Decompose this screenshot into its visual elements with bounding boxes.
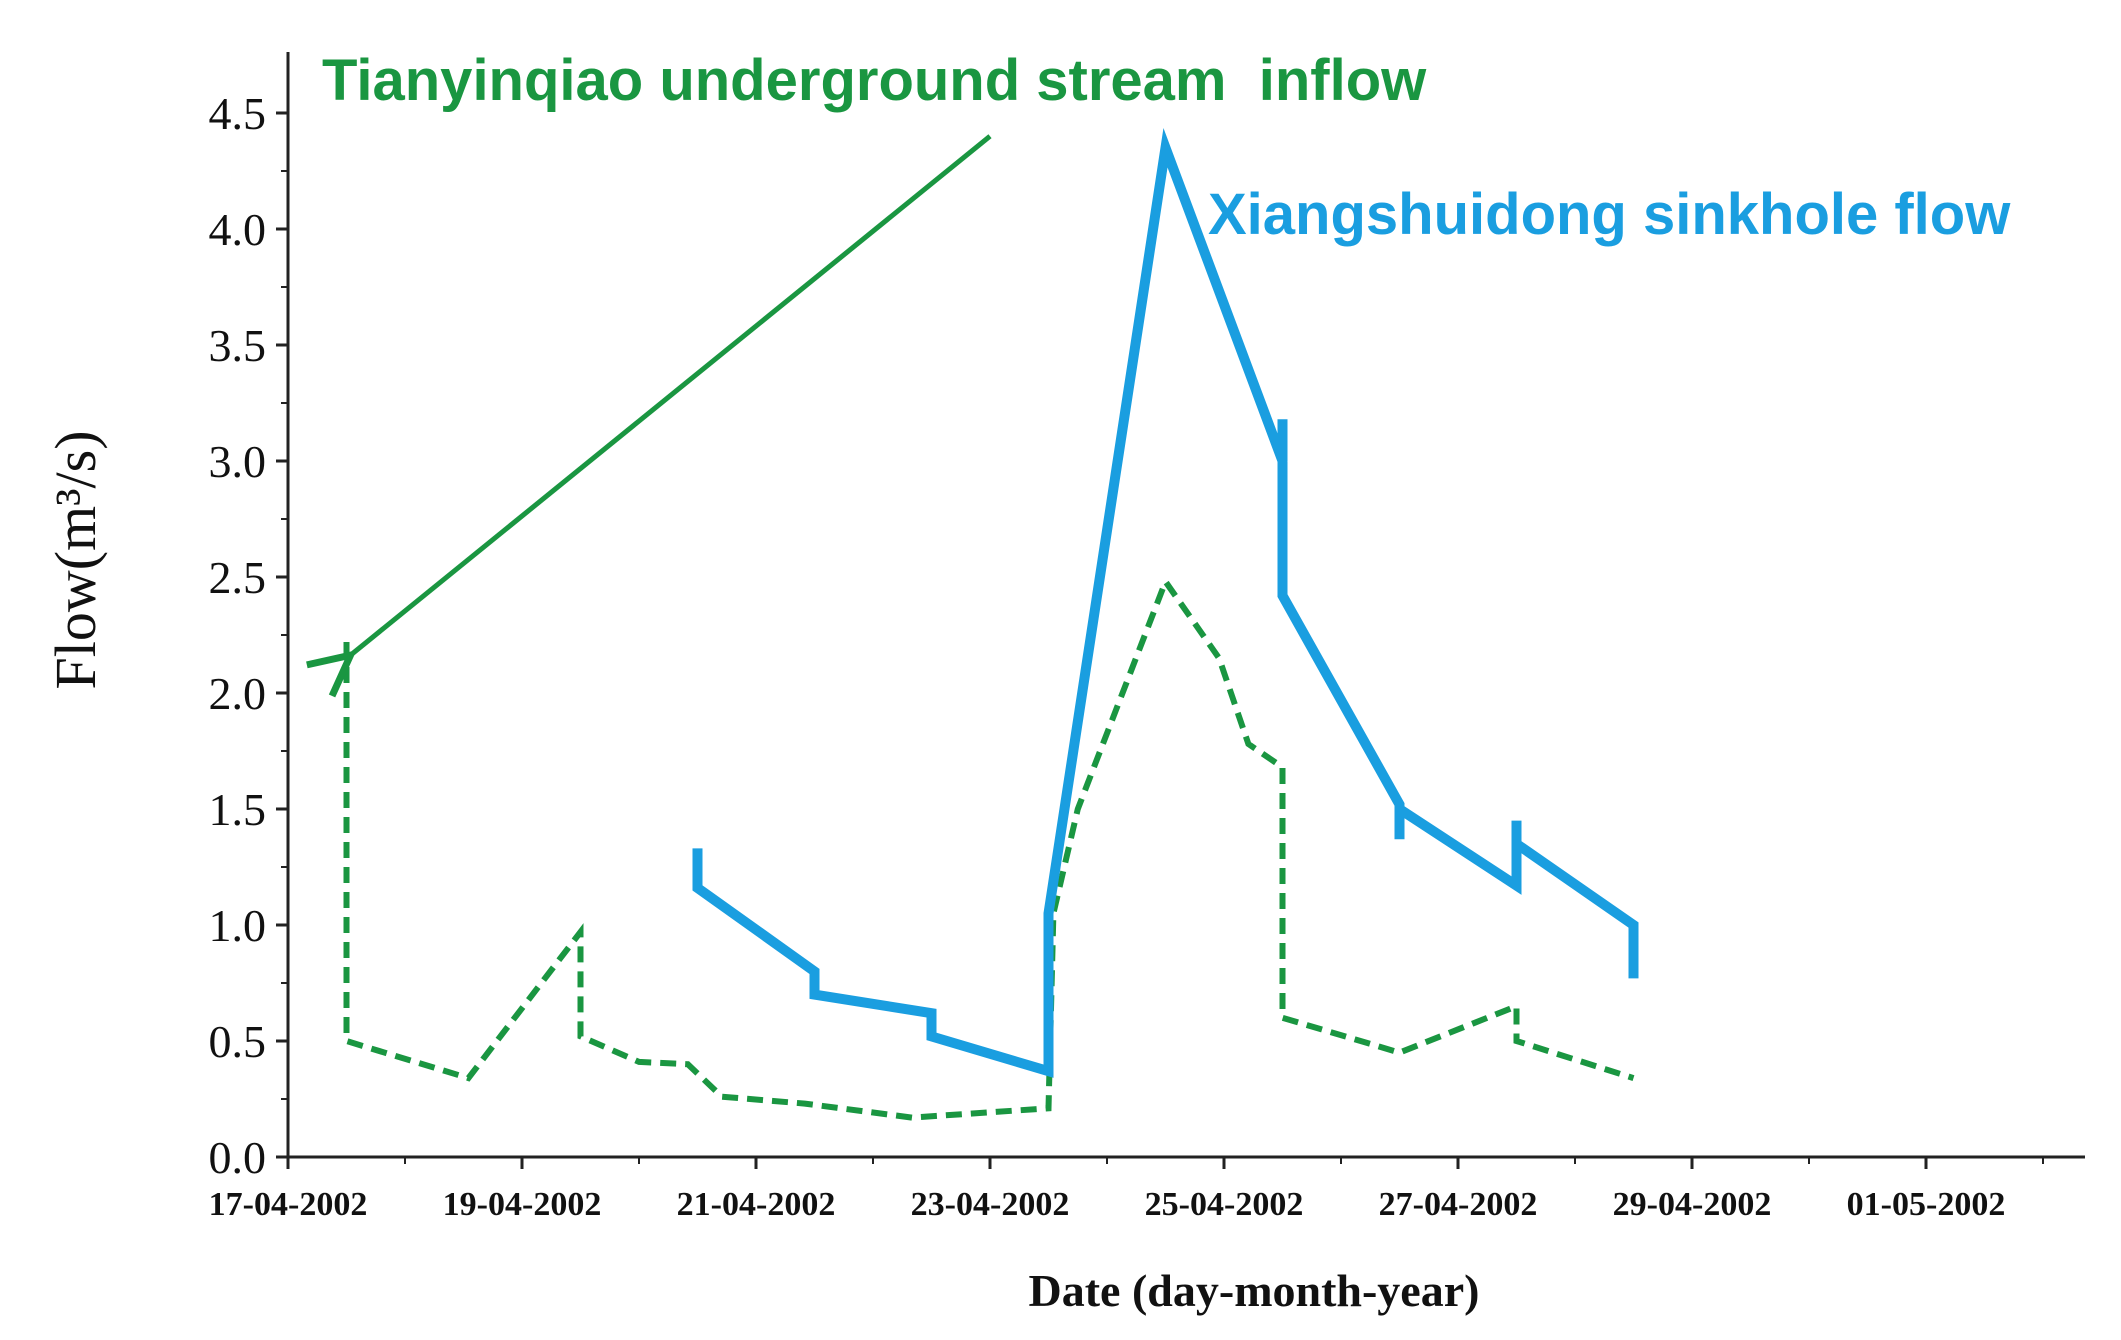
y-tick-label: 3.0 [209, 436, 267, 487]
x-tick-label: 23-04-2002 [911, 1186, 1070, 1223]
x-tick-label: 27-04-2002 [1379, 1186, 1538, 1223]
annotation-xiangshuidong-label: Xiangshuidong sinkhole flow [1208, 182, 2011, 247]
y-tick-label: 4.5 [209, 88, 267, 139]
y-tick-label: 4.0 [209, 204, 267, 255]
y-tick-label: 2.0 [209, 668, 267, 719]
series-line-tianyinqiao-inflow [343, 575, 1635, 1121]
x-axis-title: Date (day-month-year) [1029, 1265, 1480, 1316]
annotation-arrow [351, 134, 992, 655]
x-tick-label: 17-04-2002 [209, 1186, 368, 1223]
x-tick-label: 01-05-2002 [1847, 1186, 2006, 1223]
annotation-tianyinqiao-label: Tianyinqiao underground stream inflow [322, 48, 1427, 113]
y-tick-label: 2.5 [209, 552, 267, 603]
y-tick-label: 0.0 [209, 1132, 267, 1183]
y-tick-label: 1.0 [209, 900, 267, 951]
y-axis-title: Flow(m³/s) [43, 430, 108, 689]
y-tick-label: 0.5 [209, 1016, 267, 1067]
x-tick-label: 25-04-2002 [1145, 1186, 1304, 1223]
y-tick-label: 3.5 [209, 320, 267, 371]
x-tick-label: 19-04-2002 [443, 1186, 602, 1223]
x-tick-label: 29-04-2002 [1613, 1186, 1772, 1223]
y-tick-label: 1.5 [209, 784, 267, 835]
x-tick-label: 21-04-2002 [677, 1186, 836, 1223]
series-line-xiangshuidong-sinkhole-flow [692, 128, 1639, 1078]
